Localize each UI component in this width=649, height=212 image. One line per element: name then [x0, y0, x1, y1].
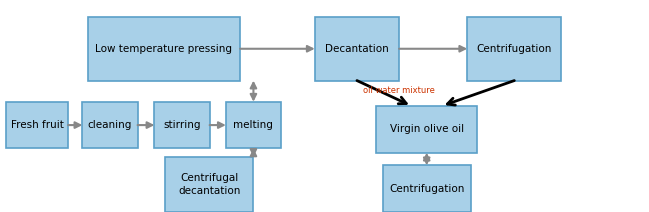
- Text: Low temperature pressing: Low temperature pressing: [95, 44, 232, 54]
- FancyBboxPatch shape: [226, 102, 281, 148]
- Text: oil water mixture: oil water mixture: [363, 86, 435, 95]
- Text: stirring: stirring: [164, 120, 201, 130]
- FancyBboxPatch shape: [6, 102, 68, 148]
- Text: melting: melting: [234, 120, 273, 130]
- Text: Centrifugation: Centrifugation: [389, 184, 465, 194]
- FancyBboxPatch shape: [467, 17, 561, 81]
- FancyBboxPatch shape: [383, 165, 471, 212]
- FancyBboxPatch shape: [165, 157, 253, 212]
- FancyBboxPatch shape: [315, 17, 399, 81]
- Text: Centrifugal
decantation: Centrifugal decantation: [178, 173, 241, 196]
- FancyBboxPatch shape: [82, 102, 138, 148]
- Text: cleaning: cleaning: [88, 120, 132, 130]
- Text: Decantation: Decantation: [325, 44, 389, 54]
- FancyBboxPatch shape: [376, 106, 477, 153]
- FancyBboxPatch shape: [88, 17, 240, 81]
- Text: Fresh fruit: Fresh fruit: [11, 120, 64, 130]
- Text: Centrifugation: Centrifugation: [476, 44, 552, 54]
- Text: Virgin olive oil: Virgin olive oil: [389, 124, 464, 134]
- FancyBboxPatch shape: [154, 102, 210, 148]
